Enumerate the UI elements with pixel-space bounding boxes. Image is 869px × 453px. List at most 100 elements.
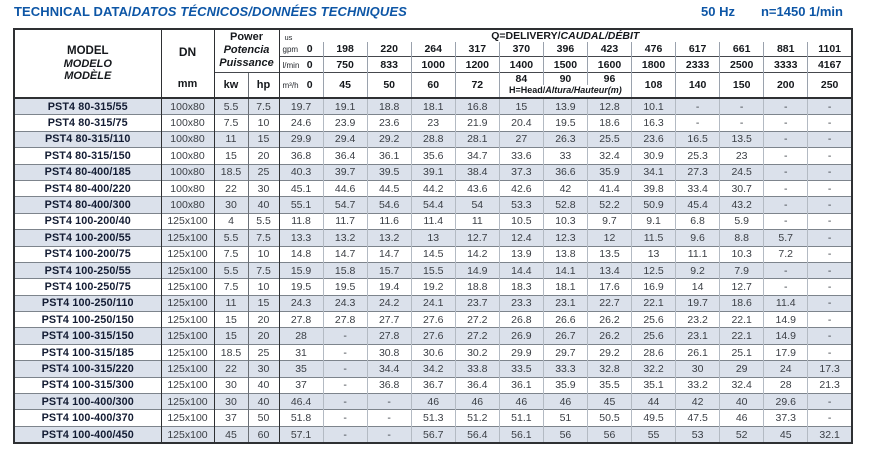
- power-header-en: Power: [230, 31, 264, 44]
- dn-cell: 125x100: [160, 294, 214, 312]
- flow-value: 317: [454, 42, 500, 57]
- hp-cell: 25: [247, 163, 280, 181]
- head-value-cell: 56.1: [498, 425, 544, 444]
- hp-cell: 20: [247, 311, 280, 328]
- head-value-cell: 29: [719, 360, 764, 378]
- head-value-cell: 12.3: [542, 229, 588, 247]
- head-value-cell: -: [322, 343, 368, 361]
- head-value-cell: -: [807, 179, 852, 197]
- hp-cell: 40: [247, 196, 280, 214]
- head-value-cell: 36.7: [410, 376, 456, 394]
- head-value-cell: 27.6: [410, 327, 456, 345]
- head-value-cell: 42: [675, 393, 720, 410]
- dn-column-header: DN mm: [161, 29, 215, 98]
- head-value-cell: 55: [631, 425, 676, 444]
- head-value-cell: 43.6: [454, 179, 500, 197]
- head-value-cell: 14.2: [454, 245, 500, 263]
- head-value-cell: -: [675, 114, 720, 132]
- kw-cell: 11: [213, 294, 248, 312]
- head-value-cell: -: [807, 327, 852, 345]
- head-value-cell: 19.5: [542, 114, 588, 132]
- head-value-cell: 37.3: [498, 163, 544, 181]
- table-row: PST4 80-315/55 100x80 5.5 7.5 19.7 19.1 18.8 18…: [14, 97, 852, 115]
- head-value-cell: 39.7: [322, 163, 368, 181]
- table-row: PST4 80-400/185 100x80 18.5 25 40.3 39.7 39.5 3…: [14, 163, 852, 181]
- head-value-cell: 18.8: [366, 97, 412, 115]
- delivery-label-en: Q=DELIVERY/: [491, 30, 561, 43]
- head-value-cell: -: [807, 261, 852, 279]
- dn-unit-label: mm: [177, 78, 198, 90]
- head-value-cell: 46: [719, 409, 764, 427]
- head-value-cell: -: [807, 97, 852, 115]
- model-cell: PST4 100-315/185: [14, 343, 161, 361]
- model-cell: PST4 100-400/370: [14, 409, 161, 427]
- head-value-cell: -: [322, 327, 368, 345]
- head-value-cell: 36.4: [322, 147, 368, 165]
- power-header-es: Potencia: [223, 44, 270, 57]
- head-value-cell: -: [366, 393, 412, 410]
- head-value-cell: 27: [498, 130, 544, 148]
- m3h-value: 108: [631, 71, 676, 98]
- head-value-cell: 13.5: [719, 130, 764, 148]
- flow-value: 833: [366, 56, 412, 73]
- table-row: PST4 100-250/150 125x100 15 20 27.8 27.8 27.7 2…: [14, 311, 852, 328]
- head-value-cell: -: [675, 97, 720, 115]
- head-value-cell: 28.1: [454, 130, 500, 148]
- head-value-cell: 45.4: [675, 196, 720, 214]
- head-value-cell: 14.9: [454, 261, 500, 279]
- head-value-cell: -: [807, 278, 852, 296]
- head-value-cell: 23.7: [454, 294, 500, 312]
- head-value-cell: 35: [278, 360, 324, 378]
- head-value-cell: -: [763, 147, 808, 165]
- dn-cell: 100x80: [160, 130, 214, 148]
- kw-cell: 5.5: [213, 97, 248, 115]
- head-value-cell: 12.7: [719, 278, 764, 296]
- kw-cell: 7.5: [213, 114, 248, 132]
- head-value-cell: -: [807, 409, 852, 427]
- head-value-cell: 24.6: [278, 114, 324, 132]
- head-value-cell: 18.3: [498, 278, 544, 296]
- table-row: PST4 80-315/110 100x80 11 15 29.9 29.4 29.2 28.…: [14, 130, 852, 148]
- head-value-cell: 23.6: [366, 114, 412, 132]
- head-value-cell: 33: [542, 147, 588, 165]
- flow-value: 3333: [763, 56, 808, 73]
- speed-label: n=1450 1/min: [760, 4, 843, 19]
- head-value-cell: 23.1: [675, 327, 720, 345]
- head-value-cell: 17.9: [763, 343, 808, 361]
- head-value-cell: 10.3: [542, 212, 588, 230]
- head-value-cell: 11.6: [366, 212, 412, 230]
- head-value-cell: 28: [278, 327, 324, 345]
- head-value-cell: 13.3: [278, 229, 324, 247]
- head-value-cell: 12: [586, 229, 632, 247]
- flow-value: 423: [586, 42, 632, 57]
- dn-cell: 100x80: [160, 163, 214, 181]
- head-value-cell: 26.8: [498, 311, 544, 328]
- head-value-cell: 9.2: [675, 261, 720, 279]
- head-value-cell: -: [763, 179, 808, 197]
- head-value-cell: 23.1: [542, 294, 588, 312]
- kw-cell: 37: [213, 409, 248, 427]
- head-value-cell: 41.4: [586, 179, 632, 197]
- m3h-value: 150: [719, 71, 764, 98]
- head-value-cell: 30: [675, 360, 720, 378]
- hp-cell: 40: [247, 376, 280, 394]
- head-value-cell: 26.6: [542, 311, 588, 328]
- head-value-cell: 34.1: [631, 163, 676, 181]
- head-value-cell: 11.4: [763, 294, 808, 312]
- head-value-cell: 35.5: [586, 376, 632, 394]
- head-value-cell: 32.8: [586, 360, 632, 378]
- kw-cell: 7.5: [213, 245, 248, 263]
- dn-cell: 100x80: [160, 147, 214, 165]
- lmin-unit-cell: l/min 0: [279, 56, 324, 73]
- head-value-cell: 18.6: [719, 294, 764, 312]
- kw-cell: 11: [213, 130, 248, 148]
- m3h-value: 140: [675, 71, 720, 98]
- model-header-en: MODEL: [66, 44, 109, 57]
- hp-cell: 50: [247, 409, 280, 427]
- table-row: PST4 100-315/220 125x100 22 30 35-34.4 34.2 33…: [14, 360, 852, 378]
- dn-cell: 100x80: [160, 97, 214, 115]
- head-value-cell: -: [763, 261, 808, 279]
- head-value-cell: 46: [410, 393, 456, 410]
- head-value-cell: 53: [675, 425, 720, 444]
- gpm-row: gpm 0 198 220 264 317 370 396 423 476 617 661 881 11…: [14, 42, 852, 57]
